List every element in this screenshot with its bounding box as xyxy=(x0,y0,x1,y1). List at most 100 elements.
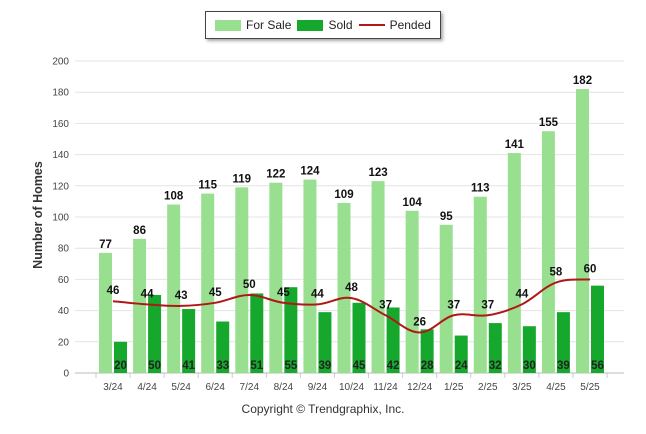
pended-value-label: 44 xyxy=(311,288,324,300)
for-sale-value-label: 155 xyxy=(539,117,559,129)
for-sale-bar xyxy=(405,210,419,373)
y-tick-label: 20 xyxy=(58,337,70,348)
sold-bar xyxy=(522,326,536,373)
legend-item-for-sale[interactable]: For Sale xyxy=(215,18,291,32)
pended-value-label: 37 xyxy=(481,299,494,311)
sold-bar xyxy=(591,285,604,373)
pended-value-label: 26 xyxy=(413,316,426,328)
y-tick-label: 80 xyxy=(58,244,70,255)
sold-value-label: 39 xyxy=(319,360,332,372)
x-tick-label: 9/24 xyxy=(308,382,328,393)
sold-bar xyxy=(284,287,298,373)
for-sale-value-label: 123 xyxy=(368,167,387,179)
for-sale-value-label: 182 xyxy=(573,75,592,87)
x-tick-label: 5/24 xyxy=(171,382,191,393)
pended-swatch xyxy=(358,24,385,26)
y-axis-ticks: 0 20 40 60 80 100 120 140 160 180 200 xyxy=(52,57,69,380)
x-axis-ticks: 3/24 4/24 5/24 6/24 7/24 8/24 9/24 10/24 11/24 12… xyxy=(103,382,600,393)
for-sale-bar xyxy=(473,196,487,373)
sold-value-label: 20 xyxy=(114,360,127,372)
for-sale-value-label: 86 xyxy=(133,225,146,237)
sold-value-label: 28 xyxy=(421,360,434,372)
for-sale-bar xyxy=(576,89,589,373)
sold-value-label: 45 xyxy=(353,360,366,372)
sold-bar xyxy=(352,302,366,373)
for-sale-bar xyxy=(541,131,555,373)
for-sale-bar xyxy=(235,187,249,373)
for-sale-bar xyxy=(99,252,112,373)
sold-bar xyxy=(318,312,332,373)
legend-item-sold[interactable]: Sold xyxy=(297,18,353,32)
y-tick-label: 160 xyxy=(52,119,69,130)
sold-value-label: 50 xyxy=(148,360,161,372)
sold-value-label: 51 xyxy=(250,360,263,372)
for-sale-bar xyxy=(439,224,453,373)
x-tick-label: 3/25 xyxy=(512,382,532,393)
for-sale-value-label: 109 xyxy=(334,189,353,201)
sold-value-label: 42 xyxy=(387,360,400,372)
y-tick-label: 140 xyxy=(52,150,69,161)
x-tick-label: 7/24 xyxy=(240,382,260,393)
sold-bar xyxy=(182,309,196,373)
pended-value-label: 50 xyxy=(243,279,256,291)
x-tick-label: 5/25 xyxy=(580,382,600,393)
x-tick-label: 3/24 xyxy=(103,382,123,393)
y-tick-label: 120 xyxy=(52,181,69,192)
for-sale-bar xyxy=(269,182,283,373)
for-sale-value-label: 77 xyxy=(99,239,112,251)
for-sale-bar xyxy=(371,181,385,373)
x-tick-label: 8/24 xyxy=(274,382,294,393)
y-tick-label: 200 xyxy=(52,57,69,68)
y-tick-label: 40 xyxy=(58,306,70,317)
sold-bar xyxy=(114,341,127,373)
sold-bar xyxy=(420,329,434,373)
pended-value-label: 46 xyxy=(107,285,120,297)
legend-label-pended: Pended xyxy=(389,18,431,32)
sold-value-label: 55 xyxy=(284,360,297,372)
for-sale-value-label: 119 xyxy=(233,173,252,185)
pended-value-label: 60 xyxy=(584,263,597,275)
for-sale-value-label: 104 xyxy=(403,197,423,209)
legend-label-for-sale: For Sale xyxy=(246,18,292,32)
pended-value-label: 45 xyxy=(209,287,222,299)
x-tick-label: 1/25 xyxy=(444,382,464,393)
sold-value-label: 41 xyxy=(182,360,195,372)
for-sale-value-label: 122 xyxy=(266,169,285,181)
for-sale-value-label: 95 xyxy=(440,211,453,223)
sold-value-label: 32 xyxy=(489,360,502,372)
x-tick-label: 4/25 xyxy=(546,382,566,393)
pended-series-line xyxy=(112,278,591,334)
for-sale-value-label: 141 xyxy=(505,139,525,151)
x-tick-label: 11/24 xyxy=(373,382,398,393)
sold-bar xyxy=(250,293,264,373)
pended-value-label: 37 xyxy=(447,299,460,311)
for-sale-bar xyxy=(133,238,147,373)
for-sale-value-label: 108 xyxy=(164,191,184,203)
legend-item-pended[interactable]: Pended xyxy=(358,18,431,32)
legend-label-sold: Sold xyxy=(328,18,353,32)
y-tick-label: 180 xyxy=(52,88,69,99)
for-sale-bars xyxy=(99,89,589,373)
pended-value-label: 44 xyxy=(141,288,154,300)
pended-value-label: 37 xyxy=(379,299,392,311)
for-sale-value-label: 115 xyxy=(198,180,217,192)
sold-bar xyxy=(148,295,162,373)
for-sale-bar xyxy=(303,179,317,373)
pended-line xyxy=(112,278,591,334)
x-tick-label: 6/24 xyxy=(205,382,225,393)
for-sale-bar xyxy=(167,204,181,373)
y-tick-label: 100 xyxy=(52,213,69,224)
sold-value-label: 24 xyxy=(455,360,468,372)
legend: For Sale Sold Pended xyxy=(205,11,441,39)
sold-value-label: 39 xyxy=(557,360,570,372)
sold-bar xyxy=(216,321,230,373)
for-sale-swatch xyxy=(215,19,242,31)
sold-bar xyxy=(556,312,570,373)
x-tick-label: 4/24 xyxy=(137,382,157,393)
for-sale-bar xyxy=(507,153,521,373)
x-tick-label: 2/25 xyxy=(478,382,498,393)
sold-bar xyxy=(386,307,400,373)
sold-bar xyxy=(454,335,468,373)
copyright-footer: Copyright © Trendgraphix, Inc. xyxy=(241,402,405,416)
